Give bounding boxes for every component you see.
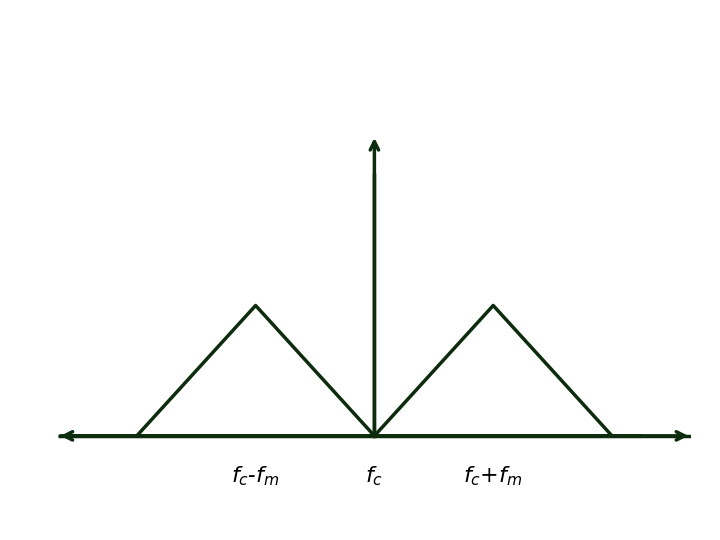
Text: $f_c$-$f_m$: $f_c$-$f_m$: [231, 464, 280, 488]
Text: signal with  AM: signal with AM: [238, 73, 482, 100]
Text: 8. Draw Frequency Spectrum for a complex input: 8. Draw Frequency Spectrum for a complex…: [0, 28, 720, 55]
Text: $f_c$: $f_c$: [365, 464, 384, 488]
Text: $f_c$+$f_m$: $f_c$+$f_m$: [464, 464, 523, 488]
